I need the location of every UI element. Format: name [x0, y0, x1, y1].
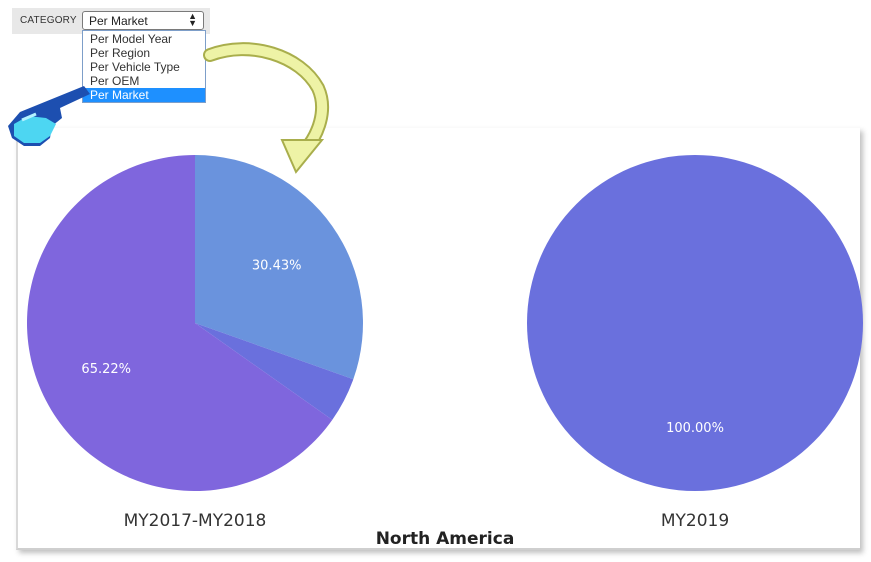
pie-caption-my2017-my2018: MY2017-MY2018 — [123, 511, 267, 531]
option-per-model-year[interactable]: Per Model Year — [90, 32, 173, 46]
category-select[interactable]: Per Market ▲ ▼ — [82, 11, 204, 30]
pie-slice[interactable] — [195, 155, 363, 380]
hand-pointer-icon — [8, 86, 90, 146]
region-title: North America — [375, 529, 515, 549]
pie-slice-label: 65.22% — [81, 362, 131, 377]
option-per-market[interactable]: Per Market — [83, 88, 205, 102]
curved-arrow-icon — [203, 42, 329, 174]
pie-chart-my2017-my2018: 30.43% 65.22% — [26, 155, 363, 491]
category-dropdown-list[interactable]: Per Model Year Per Region Per Vehicle Ty… — [82, 30, 206, 103]
option-per-region[interactable]: Per Region — [90, 46, 151, 60]
select-arrows-icon: ▲ ▼ — [188, 11, 197, 28]
option-per-oem[interactable]: Per OEM — [90, 74, 140, 88]
pie-slice[interactable] — [527, 155, 863, 491]
category-filter-bar: CATEGORY Per Market ▲ ▼ — [12, 8, 210, 34]
pie-slice-label: 30.43% — [252, 258, 302, 273]
pie-slice[interactable] — [26, 155, 333, 491]
pie-caption-my2019: MY2019 — [660, 511, 730, 531]
option-per-vehicle-type[interactable]: Per Vehicle Type — [90, 60, 180, 74]
pie-slice[interactable] — [195, 323, 354, 420]
pie-chart-my2019: 100.00% — [527, 155, 863, 491]
category-label: CATEGORY — [20, 15, 77, 26]
category-select-value: Per Market — [89, 14, 148, 28]
pie-slice-label: 100.00% — [666, 421, 724, 436]
